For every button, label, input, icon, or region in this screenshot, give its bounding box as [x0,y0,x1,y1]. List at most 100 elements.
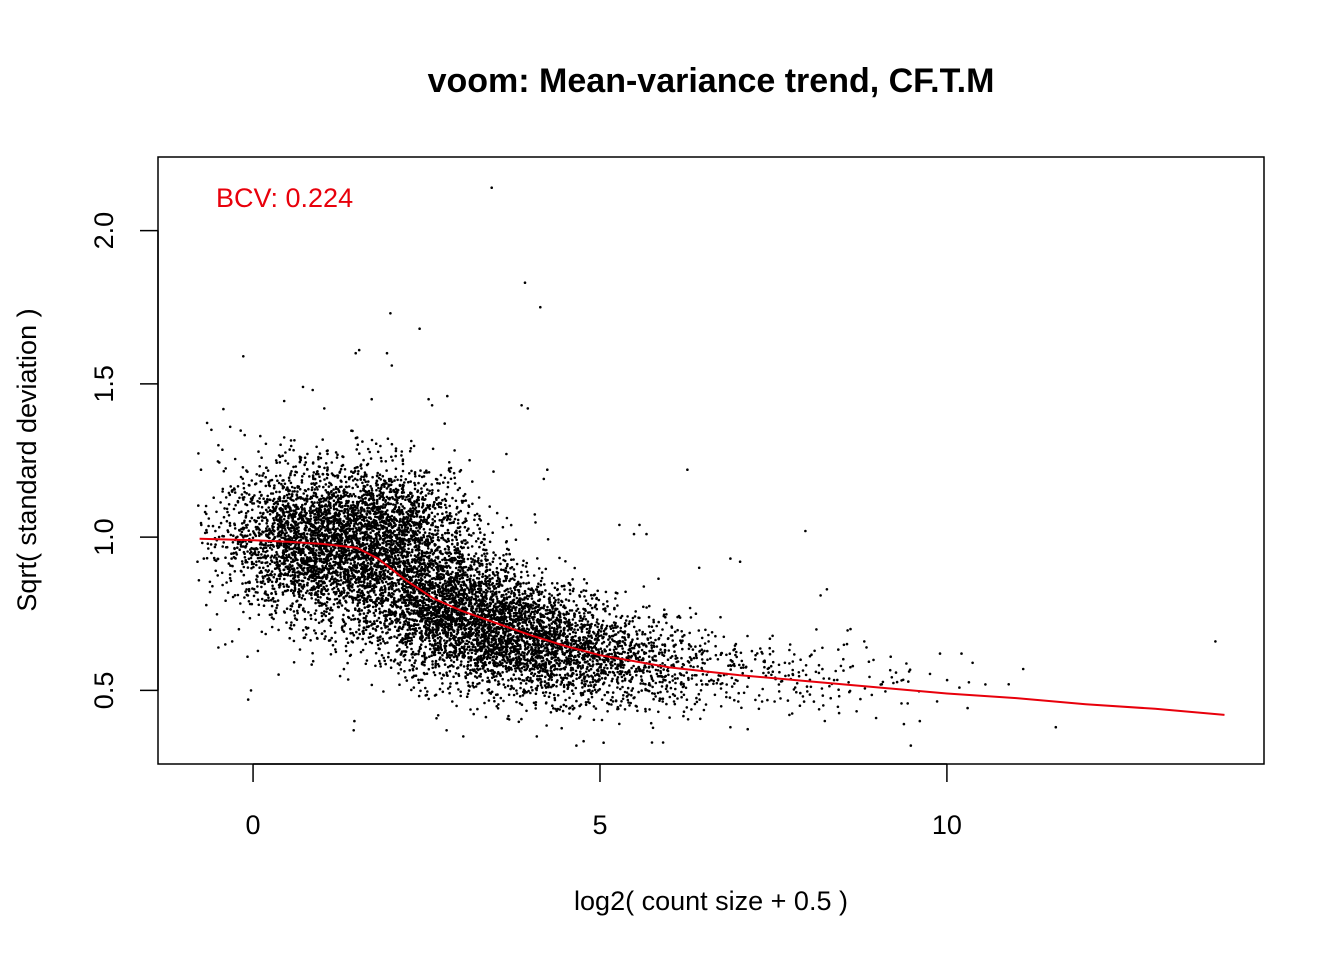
data-point [229,485,232,488]
data-point [347,584,351,587]
data-point [334,650,338,654]
data-point [248,616,252,620]
data-point [257,603,261,607]
data-point [366,538,369,541]
data-point [262,516,266,520]
data-point [333,516,337,520]
data-point [320,632,324,635]
data-point [319,583,323,587]
data-point [264,542,268,545]
data-point [427,471,431,474]
data-point [399,639,403,642]
data-point [359,650,363,654]
data-point [233,594,237,597]
data-point [221,448,224,452]
data-point [431,591,434,594]
data-point [411,520,414,524]
data-point [352,492,356,496]
data-point [336,487,340,491]
data-point [343,468,347,471]
data-point [365,659,369,662]
data-point [414,530,417,533]
data-point [286,572,290,576]
data-point [314,472,318,476]
data-point [332,504,336,508]
data-point [369,580,372,583]
data-point [300,506,304,509]
data-point [385,618,389,622]
data-point [385,487,389,490]
data-point [301,503,304,507]
data-point [314,492,318,496]
data-point [362,508,366,511]
data-point [307,566,310,570]
data-point [293,473,297,477]
data-point [260,456,263,460]
data-point [419,518,423,522]
data-point [449,477,453,481]
data-point [282,399,286,403]
data-point [273,561,277,564]
data-point [429,551,432,554]
data-point [350,537,354,540]
data-point [374,609,378,613]
data-point [301,497,305,500]
data-point [376,515,379,519]
data-point [292,509,296,512]
data-point [378,518,381,521]
data-point [290,529,293,533]
data-point [296,531,299,534]
data-point [356,599,360,602]
data-point [303,502,307,506]
data-point [292,525,295,529]
data-point [458,550,462,553]
data-point [275,577,279,581]
data-point [375,598,378,601]
data-point [420,565,424,569]
data-point [267,529,271,532]
data-point [351,544,355,547]
data-point [359,511,362,514]
data-point [369,531,372,535]
data-point [273,529,276,533]
data-point [266,544,270,547]
data-point [407,520,410,524]
data-point [318,465,322,469]
data-point [321,580,325,584]
data-point [276,526,280,529]
data-point [379,594,383,597]
data-point [313,612,317,615]
data-point [312,509,316,512]
data-point [351,514,354,518]
data-point [205,512,208,516]
data-point [366,462,370,466]
data-point [436,481,439,485]
data-point [370,641,374,645]
data-point [356,562,360,565]
data-point [292,569,296,572]
data-point [258,501,262,504]
data-point [293,571,297,574]
data-point [385,526,388,530]
data-point [282,544,285,547]
data-point [355,630,358,634]
data-point [263,500,267,503]
data-point [295,534,299,537]
data-point [215,510,218,514]
data-point [311,651,314,655]
data-point [364,480,368,484]
data-point [322,485,325,489]
data-point [367,568,371,572]
data-point [426,504,429,507]
data-point [324,566,327,570]
data-point [378,570,382,574]
data-point [473,574,476,577]
data-point [403,533,407,536]
data-point [240,541,244,544]
data-point [248,533,252,536]
data-point [361,637,365,641]
data-point [318,533,321,537]
data-point [266,533,270,537]
data-point [281,526,284,530]
data-point [322,497,326,500]
